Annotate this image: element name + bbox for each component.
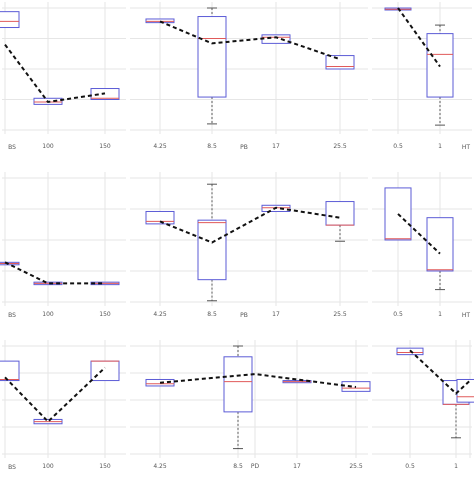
box: [456, 378, 474, 403]
box: [325, 201, 355, 226]
tick-label: 1: [438, 143, 442, 150]
tick-label: 150: [99, 463, 111, 470]
box: [197, 219, 227, 281]
trend-line: [409, 349, 471, 395]
trend-line: [4, 366, 106, 424]
tick-label: 8.5: [233, 463, 243, 470]
box: [0, 11, 20, 29]
box: [261, 34, 291, 44]
tick-label: 100: [42, 311, 54, 318]
trend-line: [397, 213, 441, 255]
box: [197, 16, 227, 98]
axis-label: BS: [8, 312, 16, 319]
axis-label: HT: [462, 144, 471, 151]
tick-label: 100: [42, 463, 54, 470]
trend-line: [4, 44, 106, 104]
tick-label: 17: [272, 143, 280, 150]
trend-line: [4, 261, 105, 285]
axis-label: BS: [8, 144, 16, 151]
box: [223, 356, 253, 413]
trend-line: [159, 20, 341, 61]
tick-label: 4.25: [153, 143, 167, 150]
tick-label: 0.5: [393, 143, 403, 150]
tick-label: 0.5: [393, 311, 403, 318]
box: [0, 360, 20, 382]
trend-line: [397, 7, 441, 68]
tick-label: 0.5: [405, 463, 415, 470]
tick-label: 4.25: [153, 463, 167, 470]
box: [145, 210, 175, 225]
tick-label: PD: [251, 463, 260, 470]
axis-label: HT: [462, 312, 471, 319]
tick-label: 8.5: [207, 143, 217, 150]
trend-line: [159, 206, 341, 244]
box: [325, 55, 355, 70]
tick-label: 25.5: [349, 463, 363, 470]
trend-line: [159, 373, 357, 389]
tick-label: 8.5: [207, 311, 217, 318]
tick-label: 150: [99, 143, 111, 150]
tick-label: 1: [438, 311, 442, 318]
tick-label: 25.5: [333, 143, 347, 150]
tick-label: 150: [99, 311, 111, 318]
axis-label: BS: [8, 464, 16, 471]
tick-label: 100: [42, 143, 54, 150]
box: [145, 18, 175, 24]
axis-label: PB: [240, 312, 248, 319]
tick-label: 1: [454, 463, 458, 470]
axis-label: PB: [240, 144, 248, 151]
tick-label: 4.25: [153, 311, 167, 318]
tick-label: 25.5: [333, 311, 347, 318]
tick-label: 17: [272, 311, 280, 318]
box: [384, 187, 412, 241]
tick-label: 17: [293, 463, 301, 470]
